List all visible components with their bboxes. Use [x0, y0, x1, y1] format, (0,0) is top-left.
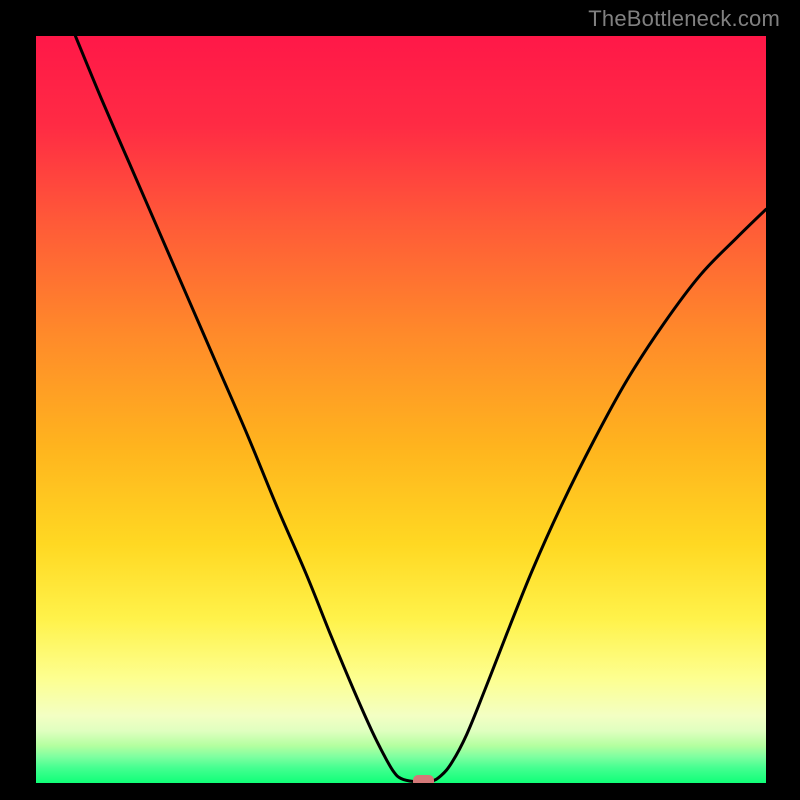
- bottleneck-curve: [75, 36, 766, 782]
- curve-svg: [36, 36, 766, 783]
- watermark: TheBottleneck.com: [588, 6, 780, 32]
- optimum-marker: [413, 775, 434, 783]
- plot-frame: [36, 36, 766, 783]
